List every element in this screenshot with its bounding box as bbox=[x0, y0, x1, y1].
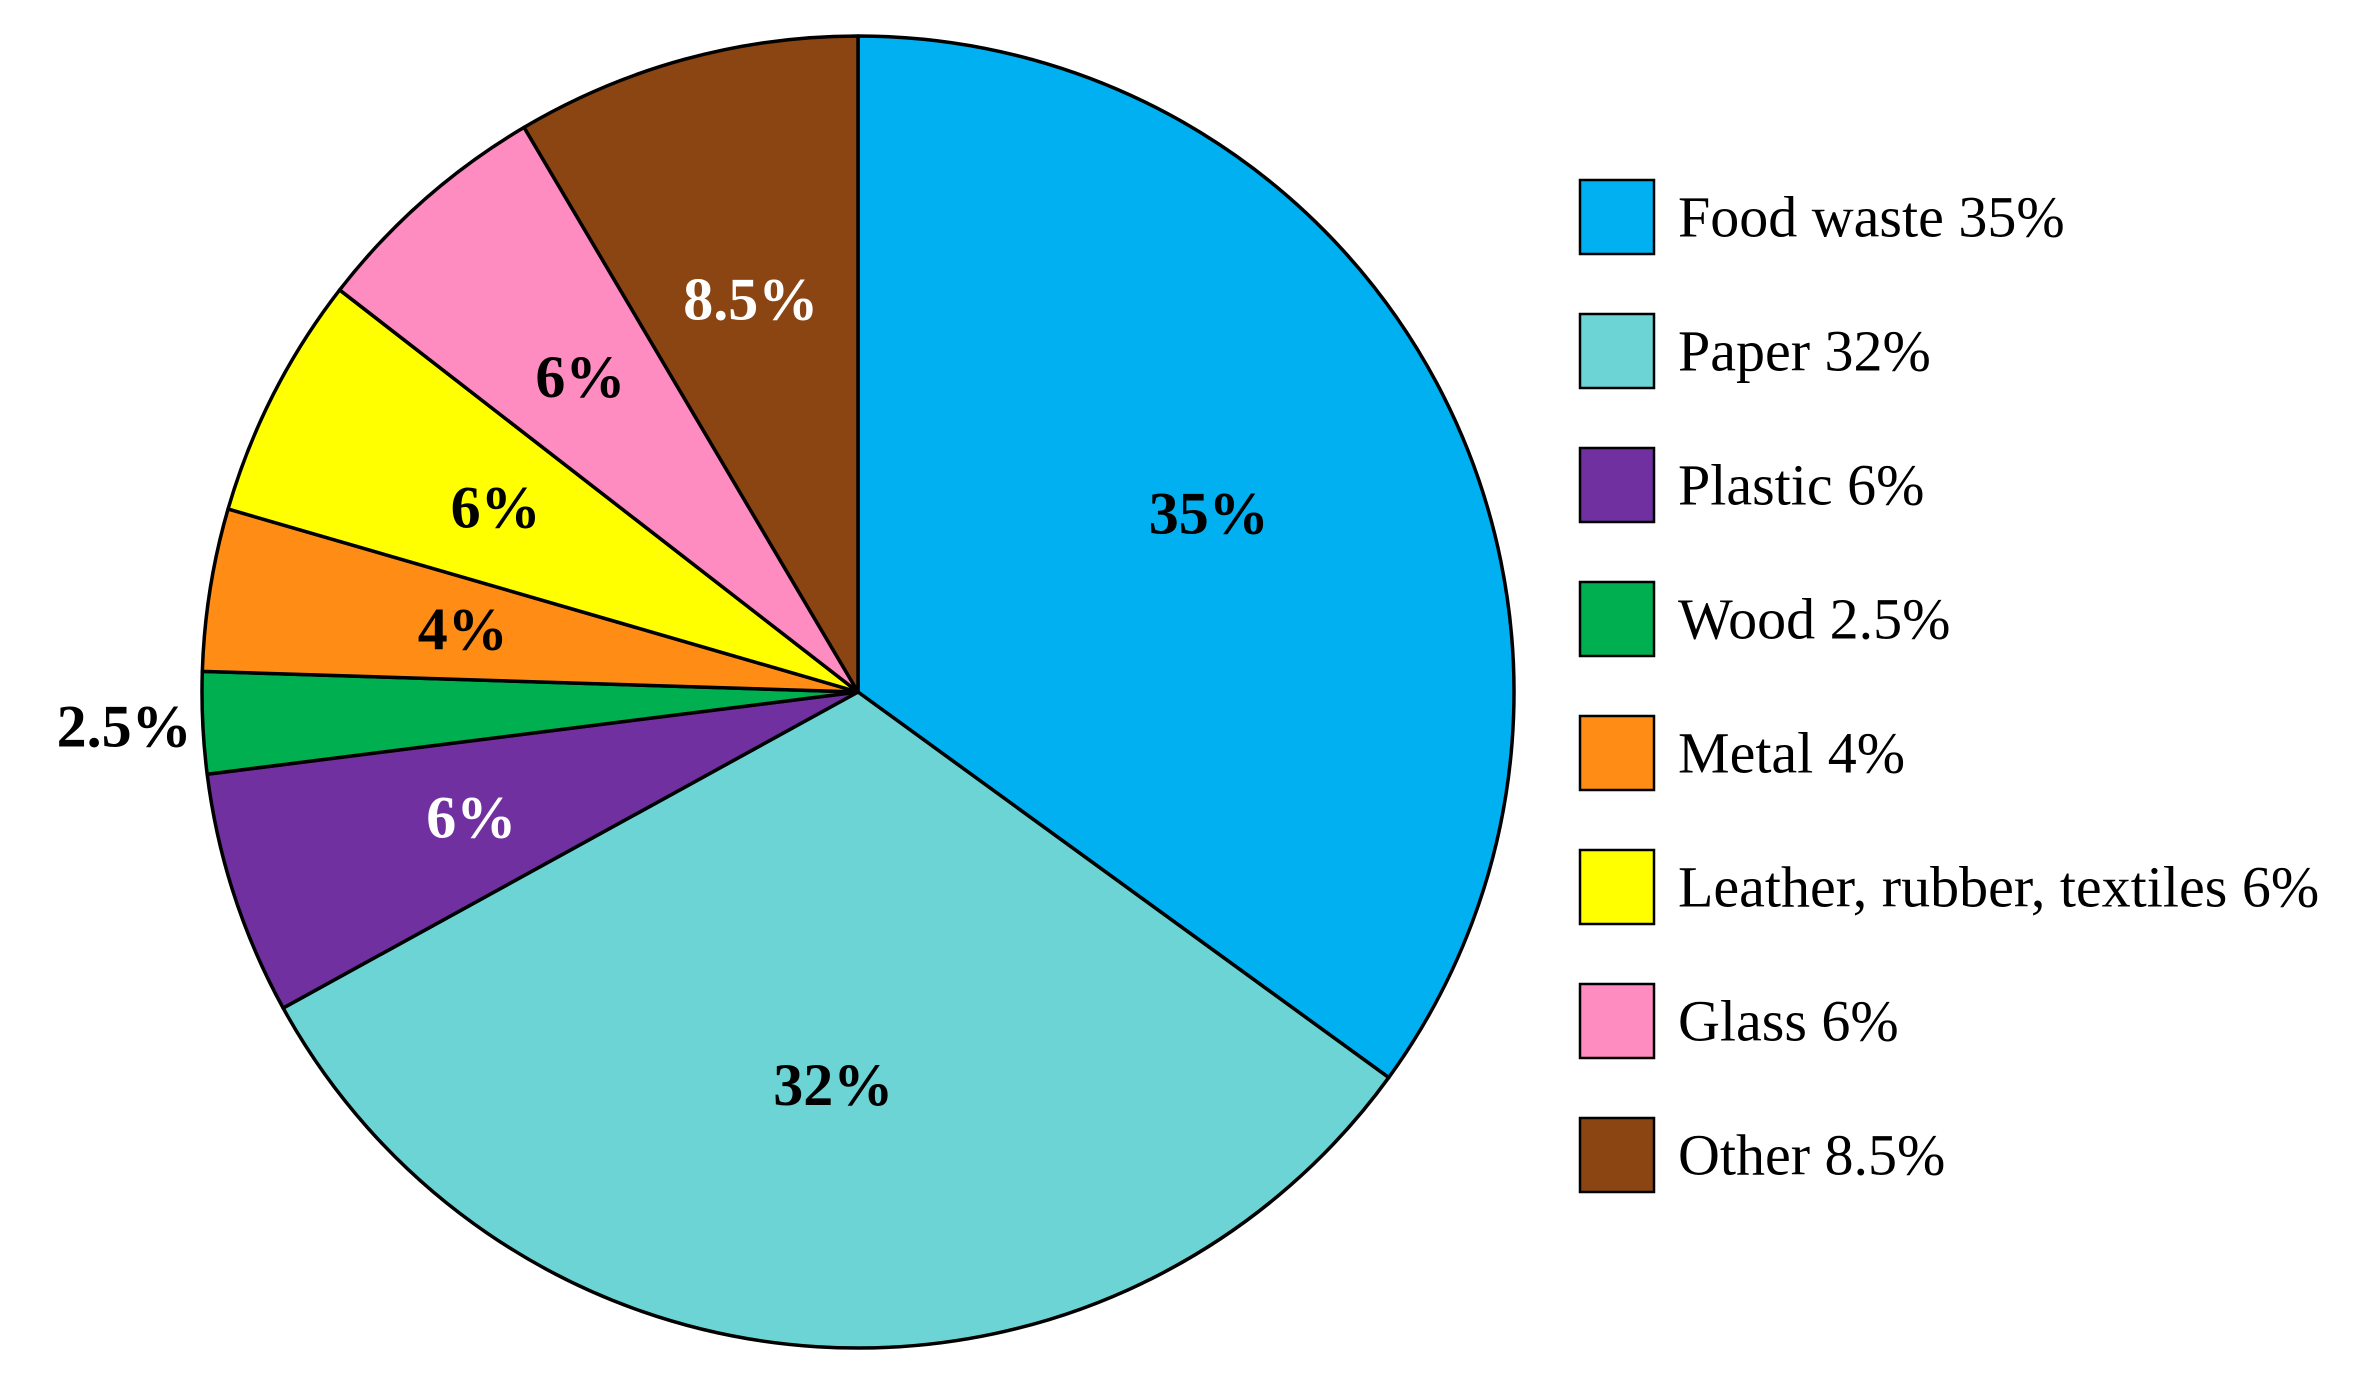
legend-label-plastic: Plastic 6% bbox=[1678, 453, 1924, 518]
legend-label-metal: Metal 4% bbox=[1678, 721, 1905, 786]
legend-swatch-wood bbox=[1578, 580, 1656, 658]
legend-label-food-waste: Food waste 35% bbox=[1678, 185, 2065, 250]
pie-slice-food-waste bbox=[856, 34, 1516, 1080]
legend-swatch-food-waste bbox=[1578, 178, 1656, 256]
slice-label-leather-rubber-textiles: 6% bbox=[451, 474, 541, 540]
pie-slice-other bbox=[522, 34, 860, 694]
slice-label-paper: 32% bbox=[773, 1052, 893, 1118]
legend-label-glass: Glass 6% bbox=[1678, 989, 1899, 1054]
legend-swatch-glass bbox=[1578, 982, 1656, 1060]
slice-label-metal: 4% bbox=[418, 596, 508, 662]
slice-label-food-waste: 35% bbox=[1149, 480, 1269, 546]
legend-label-paper: Paper 32% bbox=[1678, 319, 1931, 384]
legend-swatch-other bbox=[1578, 1116, 1656, 1194]
slice-label-glass: 6% bbox=[535, 344, 625, 410]
pie-slice-labels: 35% 32% 6% 2.5% 4% 6% 6% 8.5% bbox=[57, 267, 1269, 1118]
legend-swatch-paper bbox=[1578, 312, 1656, 390]
pie-slice-glass bbox=[337, 125, 860, 694]
legend-label-wood: Wood 2.5% bbox=[1678, 587, 1950, 652]
legend-swatch-metal bbox=[1578, 714, 1656, 792]
legend-label-other: Other 8.5% bbox=[1678, 1123, 1945, 1188]
slice-label-plastic: 6% bbox=[426, 785, 516, 851]
legend-swatch-leather-rubber-textiles bbox=[1578, 848, 1656, 926]
legend-label-leather-rubber-textiles: Leather, rubber, textiles 6% bbox=[1678, 855, 2319, 920]
slice-label-other: 8.5% bbox=[683, 267, 818, 333]
legend-swatch-plastic bbox=[1578, 446, 1656, 524]
slice-label-wood: 2.5% bbox=[57, 694, 192, 760]
legend: Food waste 35% Paper 32% Plastic 6% Wood 2.… bbox=[1578, 178, 2319, 1194]
pie-slices bbox=[200, 34, 1516, 1350]
pie-slice-leather-rubber-textiles bbox=[226, 288, 860, 694]
pie-slice-plastic bbox=[205, 690, 860, 1010]
pie-slice-paper bbox=[281, 690, 1391, 1350]
